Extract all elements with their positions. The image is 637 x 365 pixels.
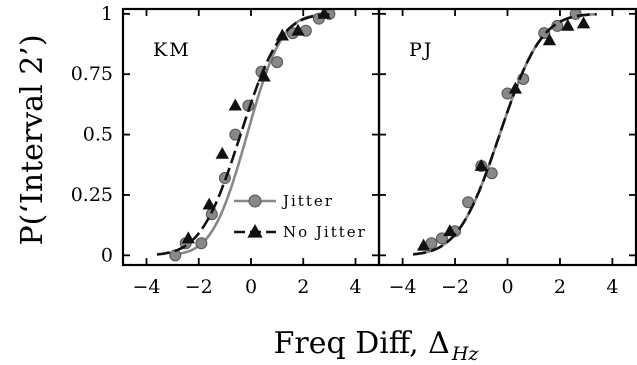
data-point-no-jitter: [561, 18, 575, 31]
data-point-no-jitter: [508, 81, 523, 94]
data-point-no-jitter: [443, 224, 457, 237]
data-point-no-jitter: [257, 69, 271, 82]
x-tick-label: −4: [133, 276, 161, 298]
panel-label: KM: [153, 39, 191, 61]
x-tick-label: −2: [441, 276, 469, 298]
plot-area: [413, 9, 597, 256]
data-point-no-jitter: [181, 231, 195, 244]
x-tick-label: 4: [606, 276, 618, 298]
x-tick-label: 2: [554, 276, 566, 298]
x-axis-label-main: Freq Diff, Δ: [274, 326, 450, 361]
y-tick-label: 0.5: [83, 124, 113, 146]
data-point-jitter: [271, 56, 284, 69]
fit-curve-no-jitter: [413, 12, 597, 256]
panel-km: −4 −2 0 2 4 0 0.25 0.5 0.75 1 KM Jitter No Jitter: [71, 3, 381, 298]
y-axis-label: P(‘Interval 2’): [15, 34, 50, 245]
data-point-no-jitter: [317, 9, 331, 19]
data-point-no-jitter: [215, 146, 229, 159]
x-tick-label: 0: [501, 276, 513, 298]
x-tick-label: 2: [297, 276, 309, 298]
x-axis-label: Freq Diff, Δ Hz: [274, 326, 480, 365]
y-tick-label: 0: [101, 244, 113, 266]
data-point-jitter: [485, 167, 498, 180]
panel-pj: −4 −2 0 2 4 PJ: [377, 7, 637, 298]
x-tick-label: −2: [185, 276, 213, 298]
legend: Jitter No Jitter: [234, 192, 367, 241]
data-point-no-jitter: [474, 158, 488, 171]
x-tick-label: −4: [389, 276, 417, 298]
legend-label-no-jitter: No Jitter: [283, 223, 367, 241]
data-point-no-jitter: [576, 16, 591, 29]
data-point-jitter: [462, 196, 475, 209]
legend-label-jitter: Jitter: [281, 192, 334, 210]
x-tick-label: 4: [349, 276, 361, 298]
x-tick-label: 0: [245, 276, 257, 298]
fit-curve-jitter: [413, 12, 597, 256]
data-point-no-jitter: [228, 98, 242, 111]
legend-marker-jitter: [248, 194, 262, 208]
fit-curve-no-jitter: [156, 13, 330, 256]
data-point-no-jitter: [291, 23, 305, 36]
panel-frame: [377, 7, 637, 267]
x-axis-label-subscript: Hz: [451, 343, 480, 365]
fit-curve-jitter: [169, 12, 332, 256]
data-point-no-jitter: [275, 28, 289, 41]
data-point-no-jitter: [542, 33, 557, 46]
y-tick-label: 0.25: [71, 184, 113, 206]
data-point-no-jitter: [202, 197, 216, 210]
y-tick-label: 1: [101, 3, 113, 25]
y-tick-label: 0.75: [71, 63, 113, 85]
legend-marker-no-jitter: [247, 224, 263, 238]
panel-label: PJ: [409, 39, 433, 61]
plot-area: [156, 9, 336, 262]
data-point-no-jitter: [416, 238, 431, 251]
data-point-jitter: [195, 237, 208, 250]
